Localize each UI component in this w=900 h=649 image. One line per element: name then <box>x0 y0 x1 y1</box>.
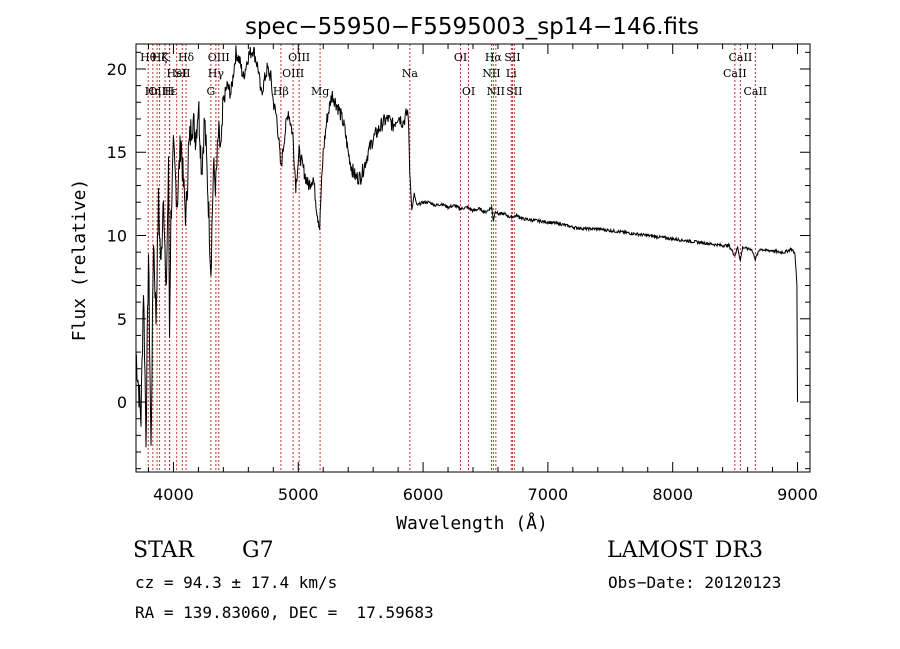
obs-date-label: Obs−Date: 20120123 <box>608 573 782 592</box>
line-label-2: OII <box>148 85 166 98</box>
line-label-8: SII <box>174 67 190 80</box>
class-label: STAR <box>133 538 194 563</box>
velocity-label: cz = 94.3 ± 17.4 km/s <box>135 573 338 592</box>
line-label-0: Hθ <box>140 51 157 64</box>
x-tick-label-5: 9000 <box>777 485 818 504</box>
x-tick-label-0: 4000 <box>153 485 194 504</box>
line-label-7: HeI <box>166 67 186 80</box>
subclass-label: G7 <box>242 538 274 563</box>
y-axis: 0 5 10 15 20 <box>107 51 810 470</box>
line-label-4: K <box>161 51 170 64</box>
x-axis: 4000 5000 6000 7000 8000 9000 <box>147 44 818 504</box>
line-label-12: OIII <box>208 51 230 64</box>
line-label-10: G <box>206 85 215 98</box>
x-tick-label-4: 8000 <box>652 485 693 504</box>
line-label-24: SII <box>504 51 520 64</box>
y-axis-label: Flux (relative) <box>69 179 90 342</box>
line-label-17: Na <box>402 67 419 80</box>
line-label-25: SII <box>506 85 522 98</box>
x-tick-label-3: 7000 <box>528 485 569 504</box>
line-label-9: Hδ <box>178 51 195 64</box>
line-label-1: Hη <box>145 85 161 98</box>
line-labels: HθHηOIIHζKHHεHeISIIHδGHγOIIIHβOIIIOIIIMg… <box>140 51 767 98</box>
line-label-19: OI <box>462 85 475 98</box>
y-tick-label-1: 5 <box>117 310 127 329</box>
y-tick-label-0: 0 <box>117 393 127 412</box>
x-tick-label-1: 5000 <box>278 485 319 504</box>
line-label-3: Hζ <box>152 51 168 64</box>
line-label-22: NII <box>487 85 505 98</box>
line-label-16: Mg <box>311 85 329 98</box>
line-label-26: CaII <box>723 67 747 80</box>
x-tick-label-2: 6000 <box>403 485 444 504</box>
line-label-13: Hβ <box>273 85 289 98</box>
plot-frame <box>135 43 811 473</box>
line-label-5: H <box>165 85 175 98</box>
line-label-23: Li <box>506 67 517 80</box>
survey-label: LAMOST DR3 <box>607 538 763 563</box>
spectrum-series <box>135 45 798 448</box>
line-label-27: CaII <box>729 51 753 64</box>
line-label-15: OIII <box>288 51 310 64</box>
line-label-18: OI <box>454 51 467 64</box>
y-tick-label-4: 20 <box>107 60 127 79</box>
line-label-14: OIII <box>282 67 304 80</box>
line-label-21: Hα <box>485 51 503 64</box>
y-tick-label-2: 10 <box>107 227 127 246</box>
line-label-28: CaII <box>743 85 767 98</box>
y-tick-label-3: 15 <box>107 143 127 162</box>
line-label-11: Hγ <box>208 67 225 80</box>
chart-title: spec−55950−F5595003_sp14−146.fits <box>245 14 699 40</box>
line-label-6: Hε <box>162 85 178 98</box>
emission-line-markers <box>147 44 756 472</box>
line-label-20: NII <box>482 67 500 80</box>
coords-label: RA = 139.83060, DEC = 17.59683 <box>135 603 434 622</box>
x-axis-label: Wavelength (Å) <box>396 512 548 534</box>
spectrum-line <box>135 45 798 448</box>
